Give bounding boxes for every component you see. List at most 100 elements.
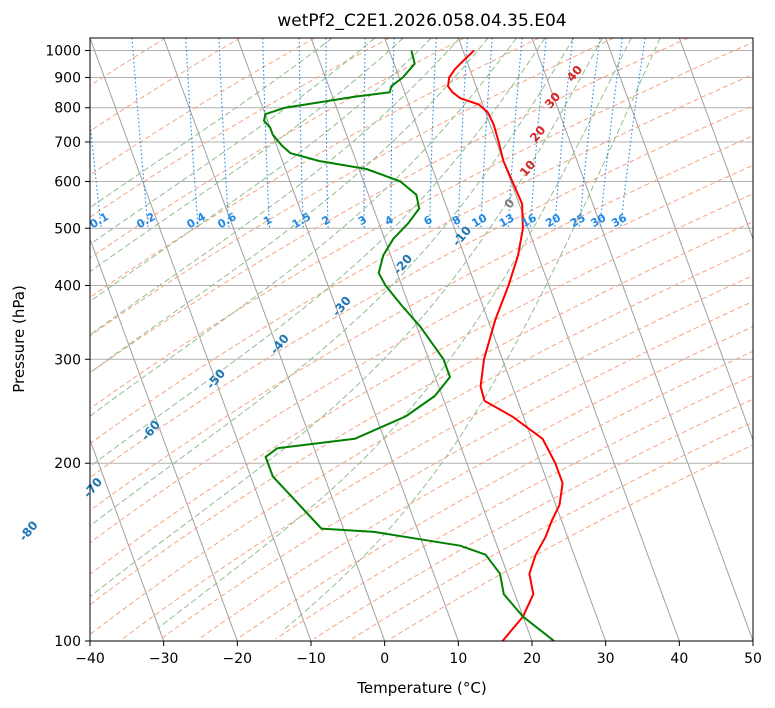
x-tick-label: −40 (75, 651, 105, 667)
moist-adiabat-line (90, 38, 546, 468)
dry-adiabat-line (237, 350, 753, 640)
moist-adiabat-label: -30 (329, 294, 354, 320)
moist-adiabat-label: -50 (203, 366, 228, 392)
moist-adiabat-label: -60 (138, 418, 163, 444)
y-tick-label: 100 (54, 634, 81, 650)
y-tick-label: 800 (54, 101, 81, 117)
moist-adiabat-line (284, 38, 661, 629)
dry-adiabat-line (390, 444, 753, 640)
mixing-ratio-line (185, 38, 199, 229)
y-tick-label: 900 (54, 71, 81, 87)
mixing-ratio-line (262, 38, 271, 229)
y-tick-label: 600 (54, 175, 81, 191)
mixing-ratio-label: 30 (588, 211, 608, 230)
y-tick-label: 400 (54, 278, 81, 294)
y-axis-label: Pressure (hPa) (10, 285, 28, 393)
temperature-profile-line (447, 49, 564, 641)
x-axis: −40 −30 −20 −10 0 10 20 30 40 50 (75, 641, 762, 667)
mixing-ratio-line (390, 38, 395, 229)
moist-adiabat-label: 40 (564, 63, 585, 85)
isotherm-line (310, 38, 533, 641)
dry-adiabat-line (313, 398, 753, 640)
isotherm-line (90, 237, 238, 641)
dry-adiabat-line (90, 41, 753, 410)
moist-adiabat-label: -40 (267, 331, 292, 357)
mixing-ratio-label: 36 (609, 211, 629, 230)
dewpoint-profile-line (263, 50, 555, 641)
moist-adiabat-line (90, 38, 461, 336)
isotherm-line (678, 38, 753, 241)
dry-adiabat-line (90, 164, 753, 544)
moist-adiabat-line (90, 38, 517, 417)
mixing-ratio-line (131, 38, 149, 229)
moist-adiabat-label: -70 (80, 475, 105, 501)
isotherm-line (531, 38, 753, 641)
x-tick-label: 0 (380, 651, 389, 667)
chart-title: wetPf2_C2E1.2026.058.04.35.E04 (277, 11, 566, 31)
y-tick-label: 1000 (45, 44, 81, 60)
mixing-ratio-label: 13 (497, 211, 517, 230)
mixing-ratio-line (620, 38, 646, 229)
moist-adiabat-line (90, 38, 404, 273)
dry-adiabat-line (351, 421, 753, 640)
x-tick-label: −30 (149, 651, 179, 667)
mixing-ratio-line (298, 38, 304, 229)
x-tick-label: −10 (296, 651, 326, 667)
grid-layer (90, 38, 753, 641)
dry-adiabat-line (90, 38, 390, 218)
isotherm-line (384, 38, 607, 641)
mixing-ratio-label: 2 (320, 213, 333, 228)
moist-adiabat-label: -20 (391, 252, 416, 278)
x-tick-label: 10 (449, 651, 467, 667)
dry-adiabat-line (90, 38, 689, 374)
y-tick-label: 200 (54, 456, 81, 472)
dry-adiabat-line (90, 73, 753, 445)
mixing-ratio-label: 1 (261, 213, 274, 228)
moist-adiabat-line (90, 38, 489, 374)
isotherm-line (163, 38, 386, 641)
y-tick-label: 700 (54, 135, 81, 151)
x-tick-label: 40 (670, 651, 688, 667)
dry-adiabat-line (90, 38, 465, 259)
moist-adiabat-line (90, 38, 603, 598)
y-tick-label: 300 (54, 352, 81, 368)
dry-adiabat-line (90, 221, 753, 606)
moist-adiabat-label: -10 (450, 223, 475, 249)
reference-lines-layer (90, 38, 753, 640)
mixing-ratio-line (90, 116, 102, 229)
moist-adiabat-line (90, 38, 575, 527)
isotherm-line (605, 38, 753, 442)
profile-layer (263, 49, 564, 641)
moist-adiabat-line (90, 38, 333, 209)
dry-adiabat-line (198, 326, 753, 640)
x-tick-label: −20 (223, 651, 253, 667)
isotherm-line (457, 38, 680, 641)
isotherm-line (752, 38, 753, 40)
x-tick-label: 50 (744, 651, 762, 667)
x-tick-label: 30 (597, 651, 615, 667)
moist-adiabat-label: 0 (501, 196, 517, 211)
dry-adiabat-line (90, 38, 315, 176)
plot-frame (89, 37, 754, 642)
mixing-ratio-label: 10 (469, 211, 489, 230)
mixing-ratio-line (599, 38, 623, 229)
mixing-ratio-label: 6 (421, 213, 434, 228)
dry-adiabat-line (90, 248, 753, 636)
moist-adiabat-line (90, 38, 376, 246)
mixing-ratio-label: 25 (568, 211, 588, 230)
mixing-ratio-line (578, 38, 601, 229)
y-axis: 100 200 300 400 500 600 700 800 900 1000 (45, 44, 90, 650)
moist-adiabat-line (157, 38, 632, 629)
isotherm-line (90, 438, 165, 641)
dry-adiabat-line (122, 274, 753, 640)
mixing-ratio-label: 3 (356, 213, 369, 228)
dry-adiabat-line (275, 374, 753, 640)
dry-adiabat-line (160, 300, 753, 640)
x-axis-label: Temperature (°C) (356, 679, 486, 697)
x-tick-label: 20 (523, 651, 541, 667)
dry-adiabat-line (90, 135, 753, 512)
isotherm-line (90, 38, 312, 641)
dry-adiabat-line (90, 193, 753, 575)
mixing-ratio-label: 4 (383, 213, 396, 228)
